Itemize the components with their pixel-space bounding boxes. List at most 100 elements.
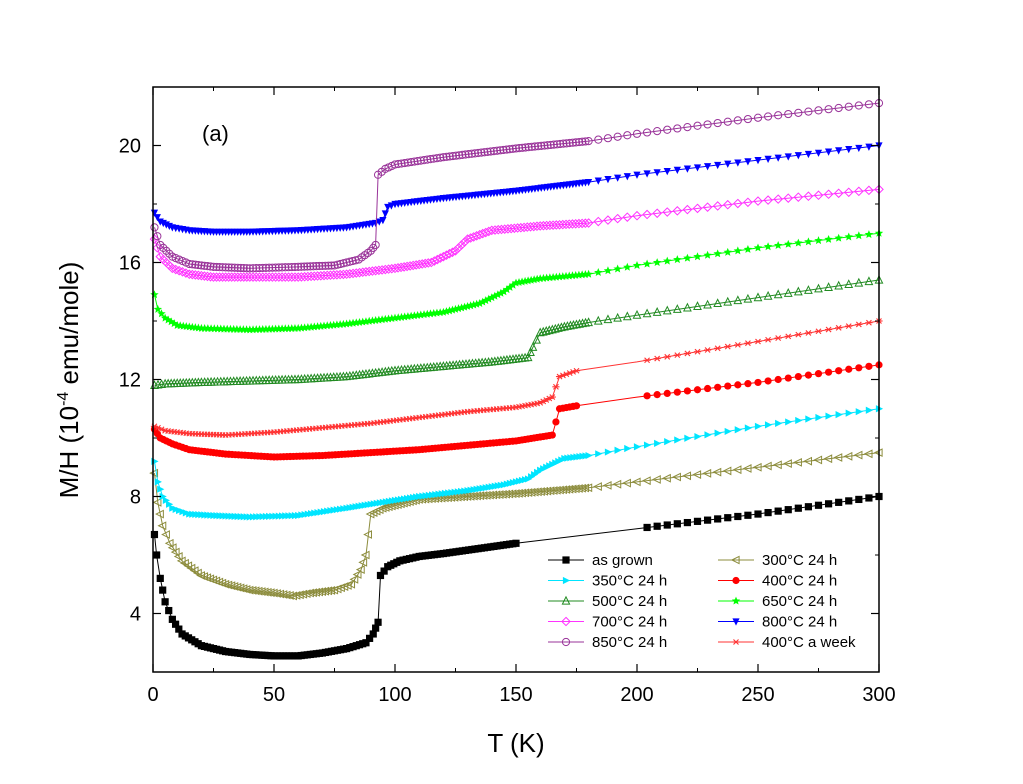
data-point (153, 232, 162, 241)
data-point (815, 413, 823, 422)
data-point (499, 145, 508, 155)
data-point (855, 321, 863, 328)
data-point (641, 476, 651, 486)
data-point (823, 454, 833, 464)
series-layer (149, 98, 884, 660)
data-point (595, 450, 603, 458)
data-point (593, 315, 603, 325)
data-point (723, 296, 733, 306)
data-point (578, 137, 587, 146)
data-point (583, 483, 593, 493)
data-point (565, 138, 574, 148)
data-point (855, 408, 863, 416)
data-point (156, 574, 164, 582)
legend-item: 350°C 24 h (548, 573, 667, 590)
data-point (722, 199, 733, 210)
y-tick-label: 4 (130, 604, 141, 626)
data-point (693, 301, 702, 310)
legend-label: 500°C 24 h (592, 593, 667, 610)
data-point (622, 311, 632, 321)
data-point (548, 431, 556, 439)
legend-marker (561, 616, 571, 627)
series-400c-a-week (150, 318, 883, 438)
data-point (461, 150, 470, 159)
data-point (161, 530, 170, 539)
data-point (673, 166, 681, 174)
data-point (585, 451, 593, 460)
y-tick-label: 16 (119, 253, 141, 275)
data-point (543, 141, 552, 150)
data-point (478, 297, 487, 306)
data-point (245, 264, 254, 273)
data-point (366, 246, 375, 255)
data-point (633, 171, 641, 179)
data-point (603, 314, 613, 324)
data-point (438, 251, 449, 262)
data-point (369, 243, 378, 252)
data-point (814, 283, 823, 293)
data-point (168, 615, 176, 623)
data-point (426, 257, 437, 268)
data-point (398, 498, 408, 508)
data-point (377, 503, 387, 513)
data-point (693, 386, 702, 394)
data-point (603, 266, 613, 275)
data-point (844, 232, 853, 241)
data-point (844, 102, 853, 111)
data-point (515, 144, 524, 153)
data-point (277, 263, 287, 272)
data-point (784, 374, 792, 382)
data-point (275, 589, 285, 599)
data-point (575, 137, 584, 147)
data-point (713, 118, 722, 128)
data-point (864, 185, 874, 196)
data-point (864, 100, 874, 109)
data-point (753, 196, 763, 206)
data-point (530, 142, 540, 151)
data-point (511, 144, 521, 153)
data-point (604, 176, 612, 184)
data-point (242, 264, 251, 273)
data-point (683, 302, 692, 312)
data-point (413, 157, 422, 166)
data-point (855, 495, 863, 504)
data-point (824, 326, 833, 333)
data-point (524, 143, 533, 152)
data-point (824, 368, 833, 376)
data-point (804, 150, 813, 159)
data-point (224, 263, 233, 272)
data-point (441, 250, 452, 260)
data-point (149, 468, 159, 478)
data-point (505, 145, 514, 154)
data-point (602, 480, 612, 490)
data-point (683, 387, 692, 395)
data-point (419, 156, 429, 165)
data-point (703, 516, 712, 524)
data-point (167, 263, 178, 274)
data-point (209, 262, 218, 271)
data-point (397, 159, 406, 168)
x-tick-label: 100 (378, 684, 411, 706)
data-point (267, 272, 278, 282)
data-point (533, 142, 543, 151)
data-point (386, 501, 396, 511)
data-point (339, 259, 348, 268)
data-point (548, 394, 556, 400)
data-point (499, 287, 509, 296)
data-point (547, 324, 557, 334)
legend-marker (732, 618, 740, 626)
data-point (165, 606, 173, 615)
data-point (672, 304, 682, 313)
data-point (754, 157, 762, 165)
data-point (400, 158, 409, 168)
data-point (724, 514, 732, 522)
data-point (191, 260, 200, 269)
data-point (693, 164, 702, 172)
data-point (794, 238, 803, 247)
data-point (865, 494, 873, 502)
data-point (744, 380, 752, 388)
data-point (483, 147, 492, 156)
data-point (538, 326, 548, 336)
data-point (833, 453, 843, 462)
data-point (395, 499, 405, 509)
